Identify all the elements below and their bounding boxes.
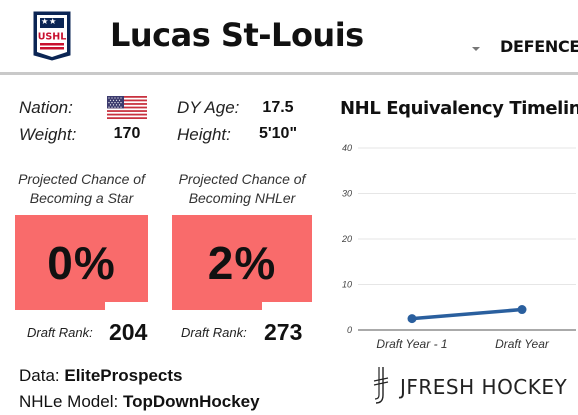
y-tick-label: 20 xyxy=(341,234,352,244)
logo-text: USHL xyxy=(38,32,67,43)
nhler-percent-bg xyxy=(172,215,312,310)
data-source-value: EliteProspects xyxy=(64,366,183,385)
brand-watermark: JFRESH HOCKEY xyxy=(370,365,575,409)
star-projection-title-line2: Becoming a Star xyxy=(29,190,134,206)
nation-label: Nation: xyxy=(19,98,73,117)
data-point xyxy=(407,314,417,324)
data-source-line: Data: EliteProspects xyxy=(19,366,182,386)
model-label: NHLe Model: xyxy=(19,392,119,411)
star-projection-title-line1: Projected Chance of xyxy=(18,171,145,187)
star-percent-value: 0% xyxy=(47,236,116,289)
y-tick-label: 30 xyxy=(342,189,352,199)
y-tick-label: 10 xyxy=(342,280,352,290)
brand-name: JFRESH HOCKEY xyxy=(400,375,568,399)
height-label: Height: xyxy=(177,125,231,144)
nhler-projection-title-line2: Becoming NHLer xyxy=(188,190,296,206)
star-percent-bg xyxy=(15,215,148,310)
nhle-timeline-chart: 0 10 20 30 40 Draft Year - 1 Draft Year xyxy=(341,143,576,351)
nhler-percent-value: 2% xyxy=(207,236,277,289)
us-flag-icon xyxy=(107,96,147,119)
dy-age-value: 17.5 xyxy=(262,99,294,116)
nhler-draft-rank-label: Draft Rank: xyxy=(181,325,247,340)
caret-down-icon[interactable] xyxy=(472,47,480,51)
y-tick-label: 0 xyxy=(347,325,352,335)
nhler-percent-box: 2% xyxy=(172,215,312,310)
x-tick-label: Draft Year xyxy=(495,337,550,351)
series-line xyxy=(410,307,524,321)
jfresh-logo-icon xyxy=(373,367,389,404)
model-line: NHLe Model: TopDownHockey xyxy=(19,392,260,412)
nhler-projection-title-line1: Projected Chance of xyxy=(178,171,306,187)
data-point xyxy=(517,305,527,315)
ushl-logo-icon: USHL xyxy=(33,11,71,61)
star-draft-rank-value: 204 xyxy=(109,319,148,345)
nhler-projection-title: Projected Chance of Becoming NHLer xyxy=(172,170,312,208)
model-value: TopDownHockey xyxy=(122,392,260,411)
star-percent-box: 0% xyxy=(15,215,148,310)
weight-value: 170 xyxy=(113,125,141,142)
dy-age-label: DY Age: xyxy=(177,98,240,117)
nhler-draft-rank-value: 273 xyxy=(264,319,303,345)
page-header: USHL Lucas St-Louis DEFENCE xyxy=(0,0,578,76)
data-source-label: Data: xyxy=(19,366,60,385)
star-projection-title: Projected Chance of Becoming a Star xyxy=(15,170,148,208)
height-value: 5'10" xyxy=(258,125,298,142)
player-name: Lucas St-Louis xyxy=(110,16,364,54)
star-draft-rank-label: Draft Rank: xyxy=(27,325,93,340)
y-tick-label: 40 xyxy=(342,143,352,153)
position-label[interactable]: DEFENCE xyxy=(500,37,578,56)
header-divider xyxy=(0,72,578,75)
weight-label: Weight: xyxy=(19,125,77,144)
chart-title: NHL Equivalency Timeline xyxy=(340,98,578,119)
x-tick-label: Draft Year - 1 xyxy=(376,337,447,351)
